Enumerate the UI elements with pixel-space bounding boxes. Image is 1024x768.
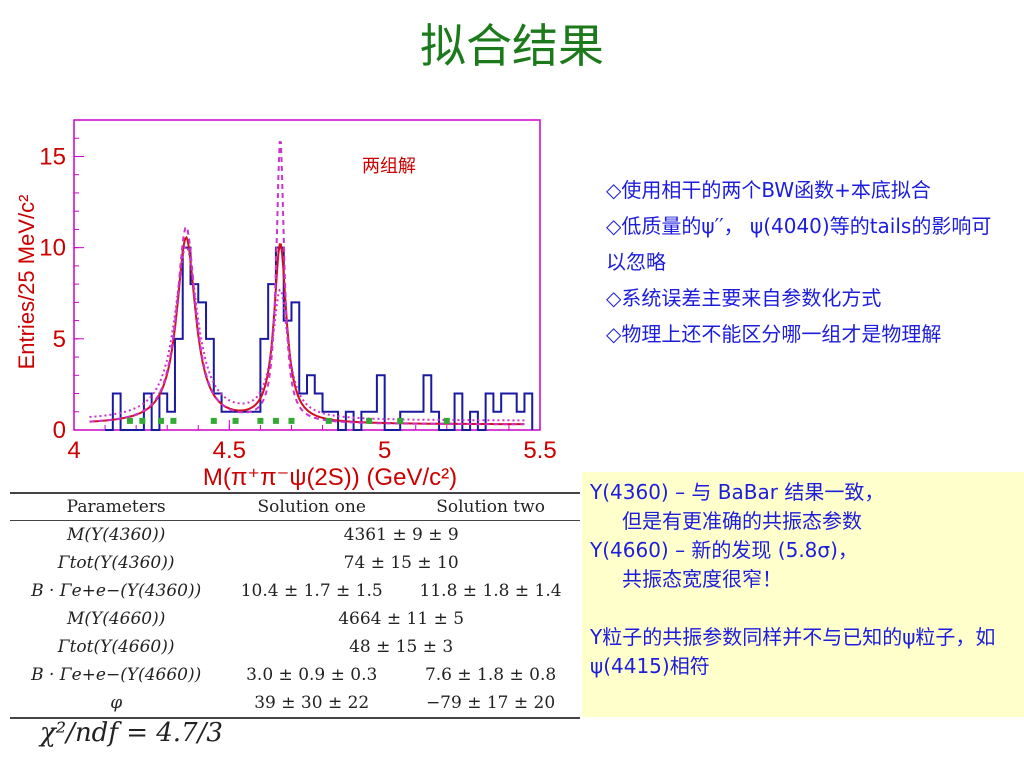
- param-cell: φ: [10, 689, 223, 719]
- table-header: Solution one: [222, 492, 402, 521]
- param-cell: B · Γe+e−(Y(4660)): [31, 665, 202, 685]
- value-cell: 48 ± 15 ± 3: [349, 637, 454, 657]
- y-tick-label: 15: [39, 143, 66, 170]
- histogram-bin: [424, 375, 432, 430]
- histogram-bin: [113, 394, 121, 430]
- param-cell: M(Y(4360)): [66, 525, 166, 545]
- table-row: B · Γe+e−(Y(4360)) 10.4 ± 1.7 ± 1.5 11.8 ±…: [10, 577, 580, 605]
- background-marker: [397, 417, 404, 424]
- chi-square-result: χ²/ndf = 4.7/3: [40, 718, 223, 748]
- note-line: Y(4660) – 新的发现 (5.8σ)，: [590, 538, 858, 562]
- mass-spectrum-chart: 4 4.5 5 5.5 0 5 10 15 两组解 M(π⁺π⁻ψ(2S)) (GeV/c²)…: [14, 119, 557, 490]
- y-tick-label: 10: [39, 235, 66, 262]
- background-marker: [443, 417, 450, 424]
- value-cell: 74 ± 15 ± 10: [343, 553, 459, 573]
- note-line: 共振态宽度很窄！: [622, 567, 782, 591]
- histogram-outline: [105, 246, 534, 431]
- x-tick-label: 4.5: [213, 437, 246, 464]
- fit-curve-solution-two: [89, 141, 525, 426]
- value-cell: 4664 ± 11 ± 5: [338, 609, 465, 629]
- background-marker: [170, 417, 177, 424]
- table-row: Γtot(Y(4360)) 74 ± 15 ± 10: [10, 549, 580, 577]
- histogram-bin: [524, 394, 532, 430]
- background-marker: [139, 417, 146, 424]
- fit-curve-interference: [89, 245, 525, 422]
- histogram-bin: [377, 375, 385, 430]
- value-cell: 39 ± 30 ± 22: [222, 689, 402, 719]
- histogram-bin: [183, 248, 191, 430]
- x-axis-label: M(π⁺π⁻ψ(2S)) (GeV/c²): [203, 464, 457, 490]
- slide-title: 拟合结果: [420, 19, 604, 73]
- histogram-bin: [408, 412, 416, 430]
- chart-annotation: 两组解: [362, 156, 416, 177]
- table-row: M(Y(4660)) 4664 ± 11 ± 5: [10, 605, 580, 633]
- table-row: φ 39 ± 30 ± 22 −79 ± 17 ± 20: [10, 689, 580, 719]
- table-row: M(Y(4360)) 4361 ± 9 ± 9: [10, 521, 580, 550]
- y-tick-label: 0: [53, 417, 66, 444]
- param-cell: B · Γe+e−(Y(4360)): [31, 581, 202, 601]
- background-marker: [232, 417, 239, 424]
- value-cell: 11.8 ± 1.8 ± 1.4: [419, 581, 562, 601]
- note-line: Y(4360) – 与 BaBar 结果一致，: [590, 480, 885, 504]
- histogram-bin: [144, 394, 152, 430]
- background-marker: [288, 417, 295, 424]
- value-cell: 10.4 ± 1.7 ± 1.5: [240, 581, 383, 601]
- conclusion-note-box: Y(4360) – 与 BaBar 结果一致， 但是有更准确的共振态参数 Y(4…: [582, 472, 1024, 717]
- value-cell: 7.6 ± 1.8 ± 0.8: [424, 665, 557, 685]
- histogram-bin: [159, 394, 167, 430]
- background-marker: [366, 417, 373, 424]
- table-row: B · Γe+e−(Y(4660)) 3.0 ± 0.9 ± 0.3 7.6 ± 1…: [10, 661, 580, 689]
- background-marker: [325, 417, 332, 424]
- fit-curve-solution-one: [89, 235, 525, 426]
- table-header: Solution two: [401, 492, 580, 521]
- histogram-bin: [493, 412, 501, 430]
- bullet-item: ◇低质量的ψ′′， ψ(4040)等的tails的影响可以忽略: [606, 214, 992, 274]
- y-tick-label: 5: [53, 326, 66, 353]
- fit-parameters-table: Parameters Solution one Solution two M(Y…: [10, 492, 580, 719]
- summary-bullets: ◇使用相干的两个BW函数+本底拟合 ◇低质量的ψ′′， ψ(4040)等的tai…: [606, 172, 1006, 352]
- x-tick-label: 5: [378, 437, 391, 464]
- histogram-bin: [291, 302, 299, 430]
- y-axis-label: Entries/25 MeV/c²: [14, 195, 39, 370]
- histogram-bin: [416, 412, 424, 430]
- param-cell: Γtot(Y(4360)): [57, 553, 175, 573]
- background-marker: [210, 417, 217, 424]
- value-cell: 3.0 ± 0.9 ± 0.3: [246, 665, 378, 685]
- background-marker: [157, 417, 164, 424]
- table-row: Γtot(Y(4660)) 48 ± 15 ± 3: [10, 633, 580, 661]
- histogram-bin: [307, 375, 315, 430]
- background-marker: [126, 417, 133, 424]
- histogram-bin: [222, 412, 230, 430]
- background-marker: [257, 417, 264, 424]
- bullet-item: ◇使用相干的两个BW函数+本底拟合: [606, 178, 931, 202]
- table-header: Parameters: [10, 492, 223, 521]
- histogram-bin: [245, 412, 253, 430]
- x-tick-label: 4: [67, 437, 80, 464]
- note-line: Y粒子的共振参数同样并不与已知的ψ粒子，如ψ(4415)相符: [590, 625, 996, 678]
- param-cell: Γtot(Y(4660)): [57, 637, 175, 657]
- histogram-bin: [175, 339, 183, 430]
- x-tick-label: 5.5: [523, 437, 556, 464]
- bullet-item: ◇物理上还不能区分哪一组才是物理解: [606, 322, 942, 346]
- value-cell: −79 ± 17 ± 20: [401, 689, 580, 719]
- value-cell: 4361 ± 9 ± 9: [343, 525, 459, 545]
- plot-frame: [73, 119, 541, 431]
- bullet-item: ◇系统误差主要来自参数化方式: [606, 286, 882, 310]
- param-cell: M(Y(4660)): [66, 609, 166, 629]
- note-line: 但是有更准确的共振态参数: [622, 509, 862, 533]
- background-marker: [272, 417, 279, 424]
